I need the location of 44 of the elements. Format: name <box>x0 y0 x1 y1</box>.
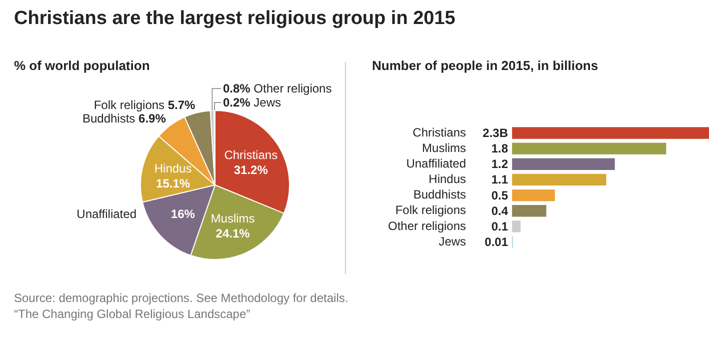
data-label: 0.01 <box>484 235 508 250</box>
bar <box>512 174 606 186</box>
source-note: Source: demographic projections. See Methodology for details. <box>14 290 348 306</box>
text: “The Changing Global Religious Landscape” <box>14 306 252 322</box>
y-tick-label: Jews <box>438 234 466 248</box>
bar <box>512 189 555 202</box>
chart-title: Christians are the largest religious group in 2015 <box>14 8 456 30</box>
data-label: 2.3B <box>482 126 508 140</box>
slice-label: Muslims <box>210 211 255 226</box>
data-label: 1.1 <box>491 172 508 187</box>
data-label: 6.9% <box>138 112 166 126</box>
data-label: 1.8 <box>491 142 508 156</box>
y-tick-label: Buddhists <box>413 188 466 202</box>
slice-label: Christians <box>224 148 278 162</box>
data-label: 0.2% <box>223 96 251 110</box>
slice-label: Folk religions <box>94 98 168 112</box>
y-tick-label: Unaffiliated <box>406 156 466 170</box>
slice-label: Jews <box>250 96 282 110</box>
data-label: 24.1% <box>216 226 250 240</box>
y-tick-label: Folk religions <box>395 203 466 218</box>
chart-subtitle: % of world population <box>14 58 150 73</box>
chart-title: Number of people in 2015, in billions <box>372 58 598 73</box>
data-label: 5.7% <box>168 98 196 112</box>
y-tick-label: Christians <box>412 125 466 140</box>
data-label: 0.5 <box>491 188 508 202</box>
y-tick-label: Hindus <box>428 172 466 186</box>
y-tick-label: Other religions <box>388 218 466 233</box>
data-label: 0.4 <box>491 204 508 218</box>
slice-label: Hindus <box>154 162 192 176</box>
data-label: 0.8% <box>223 82 251 96</box>
slice-label: Buddhists <box>82 112 139 126</box>
bar <box>512 158 615 170</box>
slice-label: Other religions <box>250 82 332 96</box>
bar <box>512 127 709 139</box>
data-label: 1.2 <box>491 157 508 172</box>
bar <box>512 205 546 217</box>
data-label: 15.1% <box>156 176 190 191</box>
data-label: 0.1 <box>491 219 508 234</box>
y-tick-label: Muslims <box>422 140 466 155</box>
bar <box>512 220 521 232</box>
data-label: 31.2% <box>234 162 268 177</box>
slice-label: Unaffiliated <box>76 206 136 221</box>
bar <box>512 142 666 154</box>
data-label: 16% <box>170 206 196 221</box>
